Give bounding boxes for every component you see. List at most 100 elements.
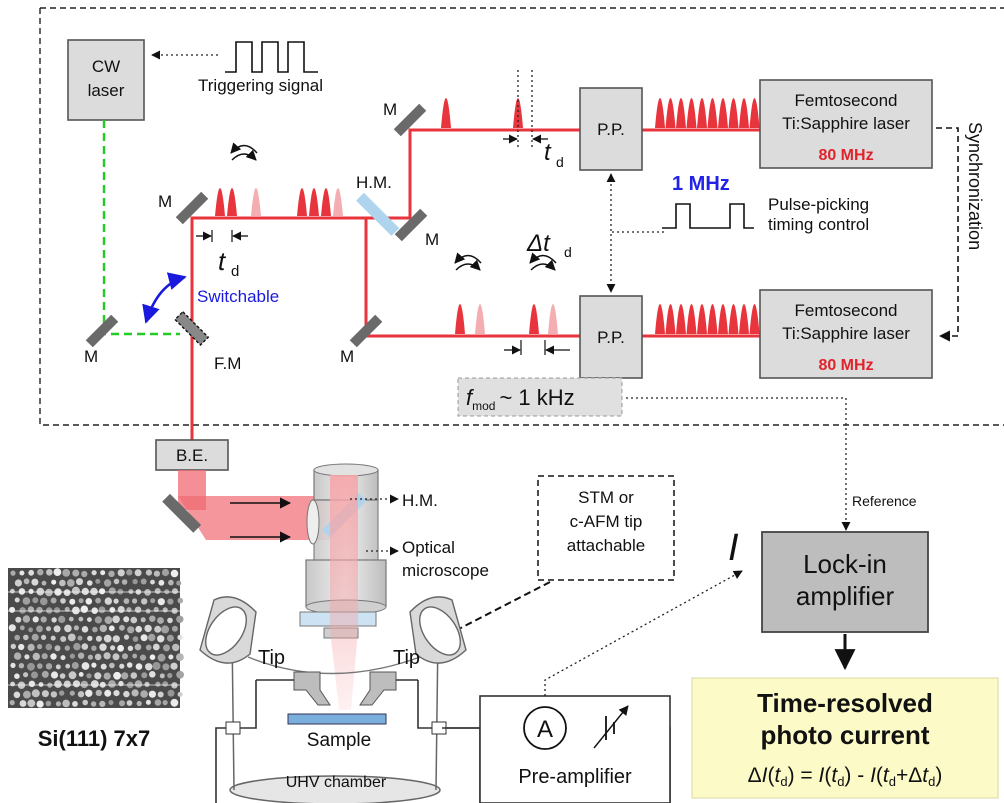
si-atom [10, 570, 16, 576]
laser-pulse [697, 304, 707, 334]
si-atom [23, 578, 30, 585]
laser-pulse [749, 304, 760, 334]
mirror-bottom-left [349, 314, 383, 348]
pulse-trains [215, 98, 760, 334]
switchable-label: Switchable [197, 287, 279, 306]
laser-pulse [718, 304, 728, 334]
si-atom [60, 636, 67, 642]
optical-table-boundary [39, 7, 1004, 426]
si-atom [170, 569, 179, 578]
si-atom [126, 662, 133, 668]
triggering-signal-label: Triggering signal [198, 76, 323, 95]
si-atom [87, 654, 93, 660]
si-atom [27, 699, 36, 708]
si-atom [46, 626, 51, 632]
si-atom [15, 616, 22, 623]
laser-pulse [655, 304, 665, 334]
si-atom [10, 662, 16, 669]
si-atom [82, 699, 88, 706]
si-atom [172, 643, 180, 652]
si-atom [40, 597, 48, 606]
si-atom [10, 681, 16, 687]
si-atom [50, 597, 57, 604]
si-atom [77, 635, 83, 641]
si-atom [81, 626, 89, 633]
si-atom [46, 569, 53, 576]
mirror-cw [85, 314, 119, 348]
si-atom [109, 607, 116, 613]
si-atom [37, 644, 43, 650]
si-atom [117, 644, 124, 652]
si-atom [103, 652, 111, 660]
trigger-waveform [225, 41, 318, 73]
si-atom [14, 579, 22, 587]
si-atom [145, 644, 152, 651]
si-atom [123, 616, 130, 623]
si-atom [154, 699, 162, 706]
svg-text:d: d [564, 244, 572, 260]
si-atom [14, 597, 20, 603]
si-atom [161, 625, 170, 634]
si-atom [85, 598, 93, 605]
si-atom [145, 569, 152, 576]
optical-microscope-label: Optical microscope [402, 538, 489, 580]
si-atom [62, 699, 70, 708]
switchable-arrow [142, 272, 187, 324]
si-atom [41, 690, 49, 698]
tip-left [256, 671, 331, 706]
si-atom [92, 626, 98, 633]
si-atom [91, 570, 97, 576]
laser-pulse [548, 304, 558, 334]
mirror-top [393, 103, 427, 137]
si-atom [108, 570, 115, 577]
si-atom [155, 681, 161, 687]
si-atom [63, 680, 71, 688]
si-atom [95, 597, 101, 604]
laser-pulse [321, 188, 331, 216]
si-atom [119, 663, 125, 669]
synchronization-label: Synchronization [965, 122, 985, 250]
si-atom [9, 700, 15, 706]
si-atom [51, 617, 57, 623]
si-atom [177, 691, 183, 697]
result-box [691, 677, 999, 799]
si-atom [54, 645, 61, 652]
si-atom [177, 597, 184, 604]
si-atom [170, 698, 179, 707]
si-atom [69, 598, 76, 605]
laser-pulse [728, 304, 739, 334]
laser-pulse [686, 304, 697, 334]
ammeter [523, 706, 567, 750]
uhv-label: UHV chamber [286, 774, 387, 791]
pp-timing-waveform [662, 203, 754, 229]
si-atom [157, 617, 164, 624]
si-atom [140, 690, 148, 698]
si-atom [36, 700, 44, 708]
tip-right [359, 671, 418, 706]
si-atom [162, 700, 168, 706]
si-atom [68, 671, 77, 680]
variable-bias-icon [593, 705, 629, 749]
si-atom [141, 598, 148, 605]
mirror-top-left [175, 191, 209, 225]
si-atom [41, 580, 47, 586]
si-atom [152, 643, 160, 651]
si-atom [167, 672, 173, 679]
si-atom [53, 607, 61, 614]
si-atom [121, 672, 129, 680]
si-atom [72, 680, 81, 688]
si-atom [53, 625, 61, 633]
si-atom [81, 587, 89, 596]
si-atom [118, 680, 124, 687]
si-atom [90, 701, 97, 707]
si-atom [139, 654, 147, 661]
si-atom [81, 570, 88, 578]
si-atom [58, 615, 66, 624]
si-atom [87, 617, 92, 622]
si-atom [63, 589, 71, 596]
pulse-picker-bottom-label: P.P. [597, 328, 625, 347]
si-atom [167, 689, 175, 697]
si-atom [123, 690, 130, 698]
si-atom [31, 689, 40, 698]
si-atom [80, 680, 89, 689]
